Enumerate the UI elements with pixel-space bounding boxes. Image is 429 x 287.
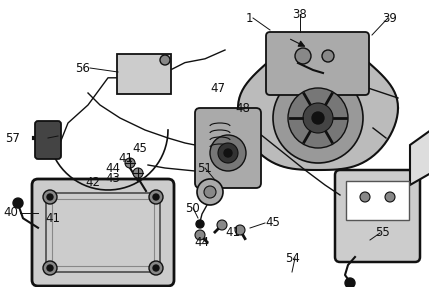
Circle shape: [217, 220, 227, 230]
Circle shape: [149, 261, 163, 275]
Text: 1: 1: [245, 11, 253, 24]
Circle shape: [295, 48, 311, 64]
Circle shape: [160, 55, 170, 65]
Text: 39: 39: [383, 11, 397, 24]
Circle shape: [125, 158, 135, 168]
Circle shape: [360, 192, 370, 202]
Circle shape: [204, 186, 216, 198]
Text: 44: 44: [194, 236, 209, 249]
Text: 42: 42: [85, 177, 100, 189]
Text: 56: 56: [75, 61, 90, 75]
FancyBboxPatch shape: [195, 108, 261, 188]
Text: 47: 47: [211, 82, 226, 94]
Circle shape: [322, 50, 334, 62]
Polygon shape: [410, 120, 429, 185]
Text: 55: 55: [376, 226, 390, 239]
Polygon shape: [238, 34, 398, 170]
Circle shape: [385, 192, 395, 202]
Circle shape: [288, 88, 348, 148]
Circle shape: [133, 168, 143, 178]
Circle shape: [303, 103, 333, 133]
FancyBboxPatch shape: [335, 170, 420, 262]
Text: 50: 50: [186, 201, 200, 214]
Text: 43: 43: [106, 172, 121, 185]
Circle shape: [196, 220, 204, 228]
Text: 44: 44: [106, 162, 121, 174]
Circle shape: [153, 194, 159, 200]
Circle shape: [224, 149, 232, 157]
Circle shape: [43, 261, 57, 275]
Circle shape: [47, 265, 53, 271]
Circle shape: [195, 230, 205, 240]
FancyBboxPatch shape: [35, 121, 61, 159]
Circle shape: [235, 225, 245, 235]
Text: 41: 41: [45, 212, 60, 224]
Circle shape: [47, 194, 53, 200]
Circle shape: [149, 190, 163, 204]
Circle shape: [153, 265, 159, 271]
Circle shape: [13, 198, 23, 208]
Text: 51: 51: [198, 162, 212, 174]
FancyBboxPatch shape: [32, 179, 174, 286]
Circle shape: [210, 135, 246, 171]
Text: 45: 45: [133, 141, 148, 154]
Circle shape: [312, 112, 324, 124]
FancyBboxPatch shape: [117, 54, 171, 94]
Text: 48: 48: [236, 102, 251, 115]
Circle shape: [43, 190, 57, 204]
Circle shape: [218, 143, 238, 163]
Circle shape: [345, 278, 355, 287]
Text: 54: 54: [286, 251, 300, 265]
Text: 38: 38: [293, 7, 307, 20]
Circle shape: [273, 73, 363, 163]
Text: 45: 45: [265, 216, 280, 230]
FancyBboxPatch shape: [346, 181, 409, 220]
Text: 41: 41: [118, 152, 133, 164]
Text: 40: 40: [3, 207, 18, 220]
Circle shape: [197, 179, 223, 205]
Text: 57: 57: [5, 131, 20, 144]
FancyBboxPatch shape: [266, 32, 369, 95]
Text: 41: 41: [226, 226, 241, 239]
